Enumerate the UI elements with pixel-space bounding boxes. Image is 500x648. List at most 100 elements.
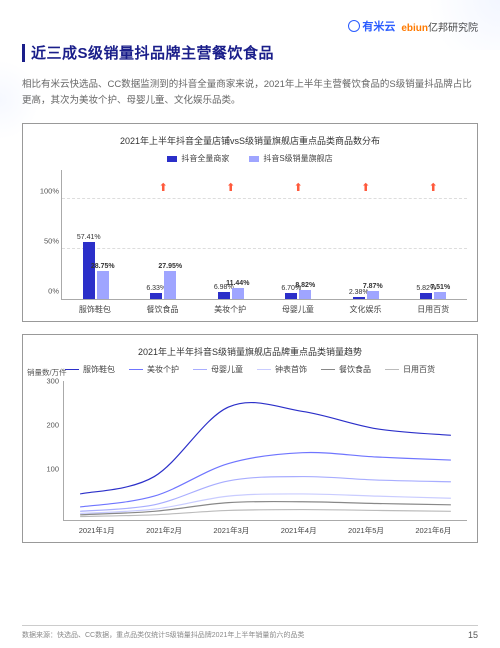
bar-series1: 5.82% xyxy=(420,293,432,299)
legend-label: 母婴儿童 xyxy=(211,364,243,375)
bar-value-label: 7.51% xyxy=(430,284,450,291)
line-chart-title: 2021年上半年抖音S级销量旗舰店品牌重点品类销量趋势 xyxy=(33,345,467,358)
page-number: 15 xyxy=(468,630,478,640)
up-arrow-icon: ⬆ xyxy=(226,181,235,194)
legend-label: 日用百货 xyxy=(403,364,435,375)
up-arrow-icon: ⬆ xyxy=(361,181,370,194)
bar-group: 5.82%7.51%⬆ xyxy=(400,199,468,299)
x-month-label: 2021年5月 xyxy=(332,521,399,536)
x-month-label: 2021年4月 xyxy=(265,521,332,536)
bar-value-label: 7.87% xyxy=(363,283,383,290)
legend-line xyxy=(193,369,207,370)
line-series xyxy=(80,502,451,515)
x-category-label: 餐饮食品 xyxy=(129,300,197,315)
legend-item: 抖音S级销量旗舰店 xyxy=(249,153,332,164)
legend-item: 餐饮食品 xyxy=(321,364,371,375)
legend-line xyxy=(321,369,335,370)
page-title: 近三成S级销量抖品牌主营餐饮食品 xyxy=(31,42,274,63)
line-series xyxy=(80,453,451,507)
x-category-label: 文化娱乐 xyxy=(332,300,400,315)
legend-item: 抖音全量商家 xyxy=(167,153,229,164)
x-category-label: 日用百货 xyxy=(399,300,467,315)
line-chart-area: 销量数/万件 100200300 xyxy=(33,381,467,521)
data-source-text: 数据来源：快选品、CC数据，重点品类仅统计S级销量抖品牌2021年上半年销量前六… xyxy=(22,630,304,640)
bar-series1: 2.38% xyxy=(353,297,365,299)
x-month-label: 2021年1月 xyxy=(63,521,130,536)
bar-series2: 28.75% xyxy=(97,271,109,300)
bar-series1: 6.98% xyxy=(218,292,230,299)
bar-series2: 11.44% xyxy=(232,288,244,299)
bar-series2: 27.95% xyxy=(164,271,176,299)
logo-icon xyxy=(348,20,360,32)
logo-youmi: 有米云 xyxy=(348,18,395,34)
legend-line xyxy=(65,369,79,370)
bar-plot: 57.41%28.75%6.33%27.95%⬆6.98%11.44%⬆6.70… xyxy=(61,170,467,300)
y-tick-label: 300 xyxy=(46,377,59,386)
legend-item: 钟表首饰 xyxy=(257,364,307,375)
y-tick-label: 0% xyxy=(48,287,59,296)
x-category-label: 美妆个护 xyxy=(196,300,264,315)
report-page: 有米云 ebiun亿邦研究院 近三成S级销量抖品牌主营餐饮食品 相比有米云快选品… xyxy=(0,0,500,648)
bar-y-axis: 0% 50% 100% xyxy=(33,170,61,300)
line-y-axis: 销量数/万件 100200300 xyxy=(33,381,63,521)
up-arrow-icon: ⬆ xyxy=(159,181,168,194)
page-footer: 数据来源：快选品、CC数据，重点品类仅统计S级销量抖品牌2021年上半年销量前六… xyxy=(22,625,478,640)
y-tick-label: 50% xyxy=(44,237,59,246)
x-month-label: 2021年2月 xyxy=(130,521,197,536)
bar-chart-legend: 抖音全量商家 抖音S级销量旗舰店 xyxy=(33,153,467,164)
bar-series2: 7.51% xyxy=(434,292,446,300)
y-tick-label: 100% xyxy=(40,187,59,196)
bar-group: 6.98%11.44%⬆ xyxy=(197,199,265,299)
x-month-label: 2021年3月 xyxy=(198,521,265,536)
bar-value-label: 6.33% xyxy=(146,285,166,292)
line-svg xyxy=(64,381,467,520)
line-chart-container: 2021年上半年抖音S级销量旗舰店品牌重点品类销量趋势 服饰鞋包 美妆个护 母婴儿童… xyxy=(22,334,478,543)
bar-value-label: 11.44% xyxy=(226,280,249,287)
legend-item: 日用百货 xyxy=(385,364,435,375)
legend-item: 服饰鞋包 xyxy=(65,364,115,375)
bars-row: 57.41%28.75%6.33%27.95%⬆6.98%11.44%⬆6.70… xyxy=(62,199,467,299)
legend-item: 母婴儿童 xyxy=(193,364,243,375)
legend-item: 美妆个护 xyxy=(129,364,179,375)
legend-label: 餐饮食品 xyxy=(339,364,371,375)
legend-line xyxy=(129,369,143,370)
bar-series1: 6.33% xyxy=(150,293,162,299)
title-accent-bar xyxy=(22,44,25,62)
logo-youmi-text: 有米云 xyxy=(362,18,395,34)
x-month-label: 2021年6月 xyxy=(400,521,467,536)
legend-label: 服饰鞋包 xyxy=(83,364,115,375)
bar-series2: 8.82% xyxy=(299,290,311,299)
up-arrow-icon: ⬆ xyxy=(429,181,438,194)
bar-group: 2.38%7.87%⬆ xyxy=(332,199,400,299)
line-chart-legend: 服饰鞋包 美妆个护 母婴儿童 钟表首饰 餐饮食品 日用百货 xyxy=(33,364,467,375)
legend-label: 抖音全量商家 xyxy=(181,153,229,164)
bar-chart-container: 2021年上半年抖音全量店铺vsS级销量旗舰店重点品类商品数分布 抖音全量商家抖… xyxy=(22,123,478,322)
decor-top-right xyxy=(410,0,500,50)
legend-swatch xyxy=(249,156,259,162)
legend-label: 钟表首饰 xyxy=(275,364,307,375)
bar-group: 57.41%28.75% xyxy=(62,199,130,299)
bar-group: 6.70%8.82%⬆ xyxy=(265,199,333,299)
legend-line xyxy=(385,369,399,370)
bar-value-label: 8.82% xyxy=(295,282,315,289)
legend-line xyxy=(257,369,271,370)
description-text: 相比有米云快选品、CC数据监测到的抖音全量商家来说，2021年上半年主营餐饮食品… xyxy=(22,77,478,109)
x-category-label: 母婴儿童 xyxy=(264,300,332,315)
line-plot xyxy=(63,381,467,521)
bar-x-labels: 服饰鞋包餐饮食品美妆个护母婴儿童文化娱乐日用百货 xyxy=(61,300,467,315)
legend-label: 美妆个护 xyxy=(147,364,179,375)
x-category-label: 服饰鞋包 xyxy=(61,300,129,315)
bar-value-label: 57.41% xyxy=(77,234,101,241)
legend-label: 抖音S级销量旗舰店 xyxy=(263,153,332,164)
bar-chart-title: 2021年上半年抖音全量店铺vsS级销量旗舰店重点品类商品数分布 xyxy=(33,134,467,147)
bar-series2: 7.87% xyxy=(367,291,379,299)
up-arrow-icon: ⬆ xyxy=(294,181,303,194)
bar-series1: 6.70% xyxy=(285,293,297,300)
bar-series1: 57.41% xyxy=(83,242,95,299)
bar-group: 6.33%27.95%⬆ xyxy=(130,199,198,299)
y-tick-label: 200 xyxy=(46,420,59,429)
legend-swatch xyxy=(167,156,177,162)
bar-value-label: 27.95% xyxy=(158,263,182,270)
line-x-labels: 2021年1月2021年2月2021年3月2021年4月2021年5月2021年… xyxy=(63,521,467,536)
y-tick-label: 100 xyxy=(46,464,59,473)
